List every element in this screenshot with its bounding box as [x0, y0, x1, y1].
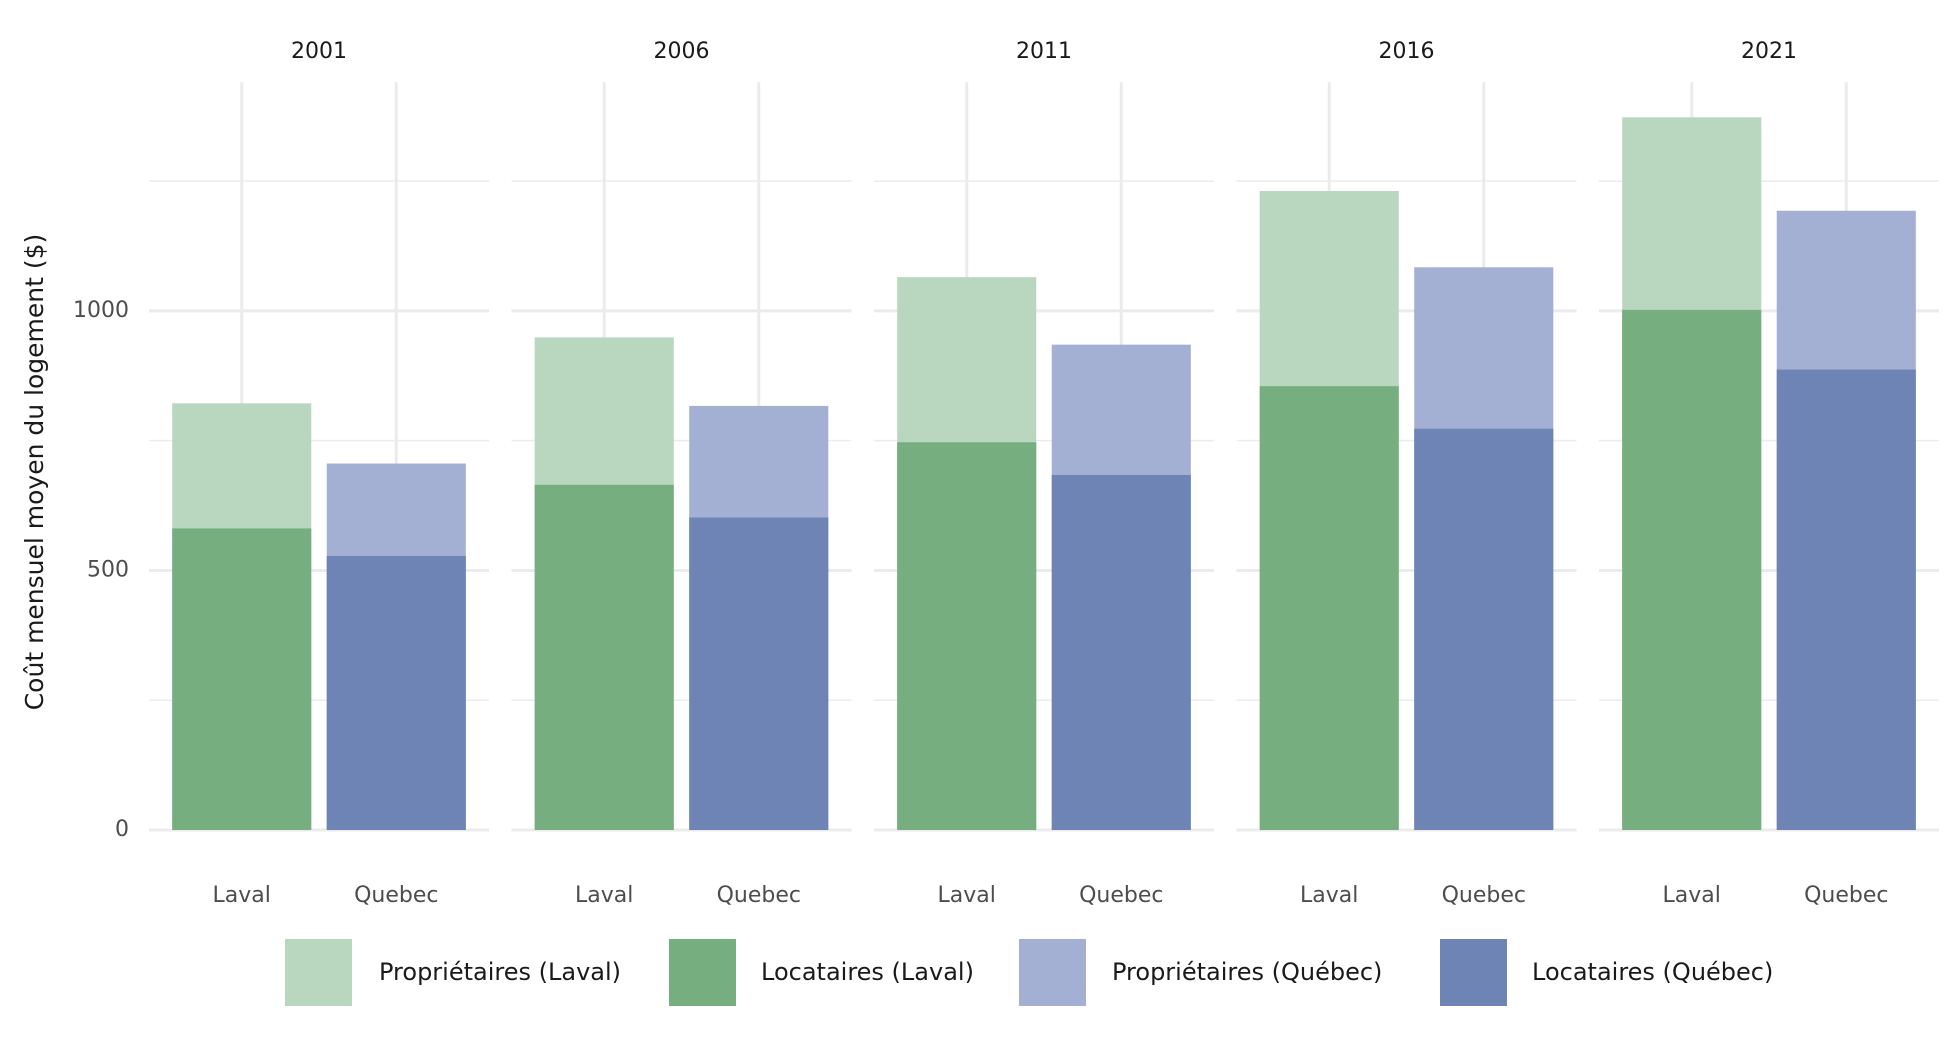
y-axis-title: Coût mensuel moyen du logement ($)	[20, 234, 49, 711]
x-tick-label: Laval	[213, 883, 271, 908]
x-tick-label: Laval	[938, 883, 996, 908]
bar	[689, 517, 829, 830]
legend-label: Locataires (Québec)	[1532, 958, 1773, 986]
x-tick-label: Quebec	[354, 883, 438, 908]
facet-title: 2021	[1741, 39, 1797, 64]
bar	[326, 555, 466, 830]
y-tick-label: 1000	[73, 298, 129, 323]
legend-label: Locataires (Laval)	[761, 958, 974, 986]
x-tick-label: Quebec	[717, 883, 801, 908]
bar	[897, 442, 1037, 830]
bar	[1622, 309, 1762, 830]
legend-label: Propriétaires (Québec)	[1112, 958, 1382, 986]
legend-key	[669, 939, 736, 1006]
x-tick-label: Laval	[1663, 883, 1721, 908]
legend-key	[1440, 939, 1507, 1006]
x-tick-label: Laval	[575, 883, 633, 908]
facet-title: 2016	[1379, 39, 1435, 64]
x-tick-label: Quebec	[1079, 883, 1163, 908]
y-tick-label: 500	[87, 557, 129, 582]
bar	[1051, 474, 1191, 830]
legend-key	[1019, 939, 1086, 1006]
y-tick-label: 0	[115, 817, 129, 842]
legend-key	[285, 939, 352, 1006]
legend-label: Propriétaires (Laval)	[379, 958, 621, 986]
bar	[1414, 428, 1554, 830]
facet-title: 2001	[291, 39, 347, 64]
bar	[172, 528, 312, 830]
x-tick-label: Quebec	[1804, 883, 1888, 908]
facet-title: 2011	[1016, 39, 1072, 64]
facet-title: 2006	[654, 39, 710, 64]
bar	[534, 484, 674, 830]
bar	[1776, 369, 1916, 830]
bar	[1259, 386, 1399, 830]
x-tick-label: Laval	[1300, 883, 1358, 908]
x-tick-label: Quebec	[1442, 883, 1526, 908]
